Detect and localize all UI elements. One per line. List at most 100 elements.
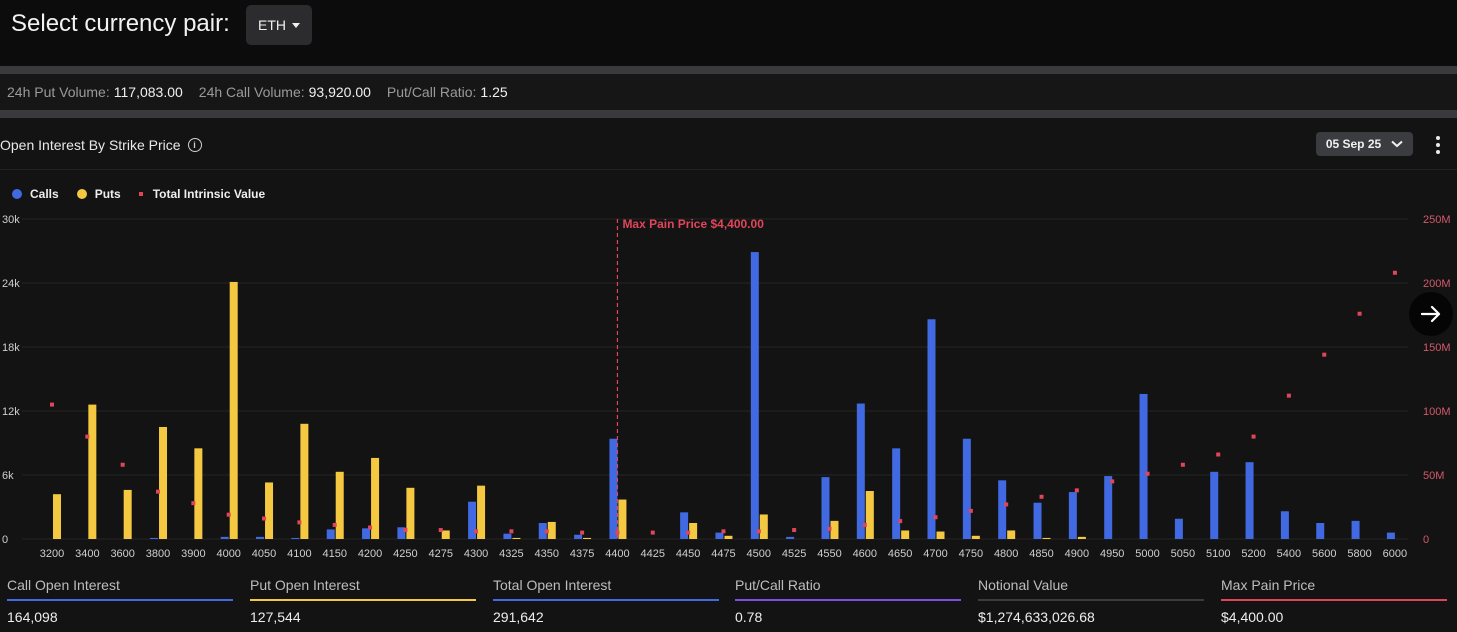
put-bar [1077,536,1086,539]
call-bar [1351,520,1360,539]
call-bar [256,536,265,539]
arrow-right-icon [1421,305,1441,323]
footer-pc-ratio-value: 0.78 [735,609,763,625]
intrinsic-point [262,516,267,521]
x-tick-label: 4250 [393,548,417,560]
put-bar [335,471,344,539]
call-bar [715,532,724,539]
intrinsic-point [50,402,54,407]
legend-intrinsic-label: Total Intrinsic Value [152,187,266,201]
intrinsic-point [686,530,691,535]
intrinsic-point [438,528,443,533]
y-left-tick-label: 30k [2,214,20,226]
legend-calls[interactable]: Calls [12,187,59,201]
put-bar [371,457,380,539]
y-left-tick-label: 6k [2,470,14,482]
open-interest-panel: Open Interest By Strike Price i 05 Sep 2… [0,118,1457,632]
y-right-tick-label: 50M [1423,470,1444,482]
x-tick-label: 4425 [641,548,665,560]
legend-intrinsic[interactable]: Total Intrinsic Value [138,187,266,201]
call-bar [1033,502,1042,539]
y-left-tick-label: 0 [2,534,8,546]
x-tick-label: 3600 [110,548,134,560]
put-bar [901,530,910,539]
call-bar [220,536,229,539]
call-bar [927,319,936,539]
put-bar [123,489,132,539]
intrinsic-point [1357,311,1362,316]
x-tick-label: 4150 [322,548,346,560]
more-options-icon[interactable] [1428,134,1448,156]
x-tick-label: 4550 [817,548,841,560]
call-bar [468,501,477,539]
put-bar [583,537,592,539]
intrinsic-point [403,528,408,533]
intrinsic-point [650,530,655,535]
expiry-date-dropdown[interactable]: 05 Sep 25 [1316,132,1413,156]
intrinsic-point [862,522,867,527]
max-pain-value: $4,400.00 [1221,609,1284,625]
call-bar [574,534,583,539]
intrinsic-point [297,520,302,525]
call-bar [1280,511,1289,539]
max-pain-underline [1221,599,1447,601]
next-arrow-button[interactable] [1409,292,1453,336]
put-bar [300,423,309,539]
intrinsic-point [721,529,726,534]
intrinsic-point [226,512,231,517]
x-tick-label: 4275 [428,548,452,560]
put-bar [441,530,450,539]
x-tick-label: 4950 [1100,548,1124,560]
x-tick-label: 5800 [1347,548,1371,560]
y-left-tick-label: 18k [2,342,20,354]
intrinsic-point [332,522,337,527]
put-bar [830,520,839,539]
max-pain-stat: Max Pain Price $4,400.00 [1221,571,1447,625]
pc-ratio-label: Put/Call Ratio: [386,84,477,100]
put-bar [265,482,274,539]
x-tick-label: 5600 [1312,548,1336,560]
intrinsic-point [1180,462,1185,467]
call-bar [962,438,971,539]
top-bar: Select currency pair: ETH [0,0,1457,66]
calls-swatch-icon [12,189,22,199]
divider [0,110,1457,118]
call-oi-value: 164,098 [7,609,58,625]
intrinsic-point [968,508,973,513]
x-tick-label: 4750 [959,548,983,560]
legend-calls-label: Calls [30,187,59,201]
x-tick-label: 4700 [923,548,947,560]
call-bar [609,438,618,539]
put-oi-value: 127,544 [250,609,301,625]
expiry-date-label: 05 Sep 25 [1325,137,1382,151]
call-bar [1104,476,1113,539]
summary-footer: Call Open Interest 164,098 Put Open Inte… [0,571,1457,632]
call-bar [821,477,830,539]
x-tick-label: 4350 [535,548,559,560]
x-tick-label: 3400 [75,548,99,560]
put-bar [865,491,874,539]
intrinsic-point [1392,270,1397,275]
call-bar [326,529,335,539]
x-tick-label: 4900 [1065,548,1089,560]
x-tick-label: 4200 [358,548,382,560]
x-tick-label: 3900 [181,548,205,560]
footer-pc-ratio-label: Put/Call Ratio [735,577,821,593]
put-bar [229,281,238,539]
max-pain-annotation: Max Pain Price $4,400.00 [622,217,764,231]
call-bar [503,533,512,539]
call-bar [1386,532,1395,539]
call-bar [1068,492,1077,539]
legend-puts[interactable]: Puts [76,187,121,201]
intrinsic-point [120,462,125,467]
intrinsic-point [474,529,479,534]
volume-stats-bar: 24h Put Volume: 117,083.00 24h Call Volu… [0,74,1457,110]
info-icon[interactable]: i [187,138,202,152]
call-bar [538,523,547,539]
x-tick-label: 5000 [1135,548,1159,560]
intrinsic-point [544,529,549,534]
intrinsic-point [1110,479,1115,484]
call-bar [856,403,865,539]
currency-pair-dropdown[interactable]: ETH [246,5,312,45]
x-tick-label: 4325 [499,548,523,560]
